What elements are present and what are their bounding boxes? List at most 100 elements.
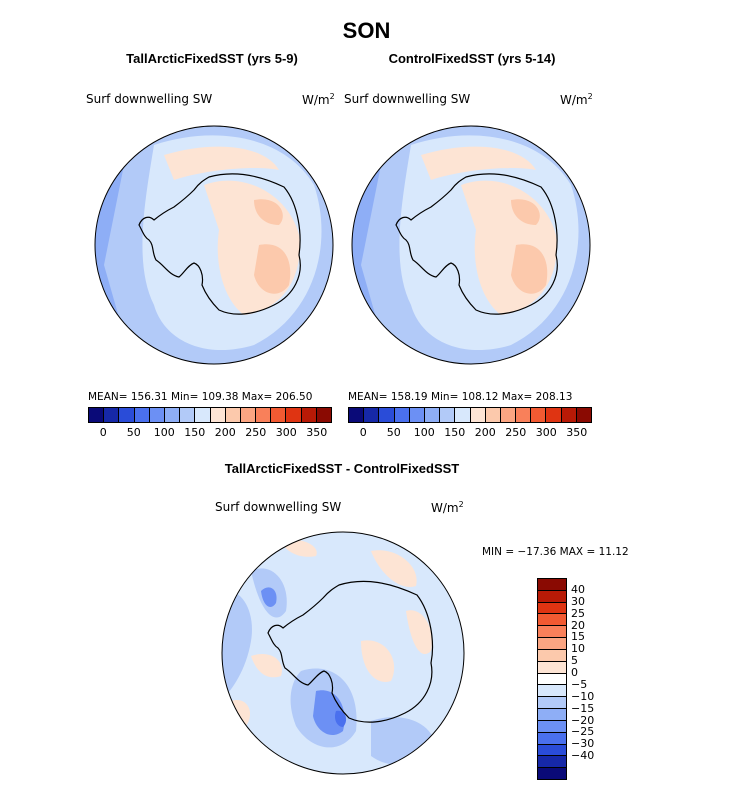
colorbar-tick-label: 0 <box>359 426 367 439</box>
left-variable-label: Surf downwelling SW <box>86 92 213 106</box>
colorbar-swatch <box>538 579 566 591</box>
colorbar-swatch <box>485 408 501 422</box>
diff-polar-map <box>221 531 465 775</box>
colorbar-swatch <box>164 408 181 422</box>
colorbar-swatch <box>210 408 226 422</box>
colorbar-tick-label: 0 <box>571 666 578 680</box>
colorbar-tick-label: 150 <box>184 426 206 439</box>
colorbar-tick-label: 250 <box>245 426 267 439</box>
right-polar-map <box>351 125 591 365</box>
colorbar-swatch <box>89 408 105 422</box>
colorbar-swatch <box>271 408 287 422</box>
right-variable-label: Surf downwelling SW <box>344 92 471 106</box>
colorbar-swatch <box>470 408 486 422</box>
left-stats: MEAN= 156.31 Min= 109.38 Max= 206.50 <box>88 391 313 403</box>
colorbar-tick-label: 15 <box>571 630 585 644</box>
colorbar-tick-label: 25 <box>571 606 585 620</box>
colorbar-swatch <box>538 590 566 603</box>
colorbar-tick-label: 0 <box>99 426 107 439</box>
colorbar-swatch <box>180 408 196 422</box>
colorbar-tick-label: 40 <box>571 582 585 596</box>
colorbar-tick-label: 150 <box>444 426 466 439</box>
colorbar-tick-label: 200 <box>474 426 496 439</box>
colorbar-swatch <box>538 602 566 615</box>
colorbar-swatch <box>349 408 365 422</box>
left-colorbar <box>88 407 332 423</box>
colorbar-tick-label: 30 <box>571 594 585 608</box>
right-colorbar <box>348 407 592 423</box>
left-panel-title: TallArcticFixedSST (yrs 5-9) <box>126 51 298 66</box>
colorbar-swatch <box>455 408 471 422</box>
antarctica-coastline <box>138 173 301 315</box>
colorbar-tick-label: 50 <box>386 426 401 439</box>
colorbar-swatch <box>576 408 591 422</box>
colorbar-tick-label: −30 <box>571 737 595 751</box>
colorbar-swatch <box>500 408 517 422</box>
colorbar-tick-label: 300 <box>535 426 557 439</box>
colorbar-swatch <box>301 408 317 422</box>
colorbar-swatch <box>316 408 331 422</box>
colorbar-tick-label: −10 <box>571 689 595 703</box>
colorbar-swatch <box>225 408 241 422</box>
diff-units-label: W/m2 <box>431 500 464 515</box>
diff-stats: MIN = −17.36 MAX = 11.12 <box>482 546 629 558</box>
diff-colorbar <box>537 578 567 780</box>
colorbar-swatch <box>538 649 566 662</box>
season-title: SON <box>342 18 391 43</box>
colorbar-swatch <box>538 720 566 733</box>
colorbar-swatch <box>538 732 566 745</box>
colorbar-swatch <box>538 626 566 639</box>
left-units-label: W/m2 <box>302 92 335 107</box>
colorbar-swatch <box>538 756 566 769</box>
colorbar-swatch <box>195 408 211 422</box>
colorbar-swatch <box>119 408 135 422</box>
colorbar-swatch <box>538 661 566 674</box>
colorbar-swatch <box>149 408 165 422</box>
left-polar-map <box>94 125 334 365</box>
colorbar-tick-label: 50 <box>126 426 141 439</box>
colorbar-swatch <box>424 408 441 422</box>
colorbar-swatch <box>379 408 395 422</box>
colorbar-swatch <box>538 673 566 686</box>
colorbar-swatch <box>538 614 566 627</box>
colorbar-swatch <box>561 408 577 422</box>
colorbar-swatch <box>286 408 302 422</box>
colorbar-tick-label: 100 <box>413 426 435 439</box>
colorbar-swatch <box>364 408 380 422</box>
colorbar-swatch <box>538 744 566 757</box>
colorbar-tick-label: 250 <box>505 426 527 439</box>
colorbar-swatch <box>104 408 120 422</box>
right-units-label: W/m2 <box>560 92 593 107</box>
diff-colorbar-ticks: 40 30 25 20 15 10 5 0 −5 −10 −15 −20 −25 −30 −40 <box>571 578 611 780</box>
colorbar-swatch <box>538 768 566 780</box>
right-stats: MEAN= 158.19 Min= 108.12 Max= 208.13 <box>348 391 573 403</box>
colorbar-tick-label: 350 <box>306 426 328 439</box>
right-panel-title: ControlFixedSST (yrs 5-14) <box>388 51 556 66</box>
colorbar-tick-label: −15 <box>571 701 595 715</box>
diff-variable-label: Surf downwelling SW <box>215 500 342 514</box>
right-colorbar-ticks: 0 50 100 150 200 250 300 350 <box>348 426 592 440</box>
colorbar-swatch <box>531 408 547 422</box>
colorbar-tick-label: −25 <box>571 725 595 739</box>
colorbar-swatch <box>394 408 410 422</box>
colorbar-tick-label: −40 <box>571 749 595 763</box>
colorbar-swatch <box>538 709 566 721</box>
colorbar-swatch <box>440 408 456 422</box>
colorbar-swatch <box>409 408 425 422</box>
colorbar-swatch <box>256 408 272 422</box>
colorbar-tick-label: 100 <box>153 426 175 439</box>
colorbar-swatch <box>240 408 257 422</box>
colorbar-tick-label: −5 <box>571 677 588 691</box>
colorbar-tick-label: 350 <box>566 426 588 439</box>
left-colorbar-ticks: 0 50 100 150 200 250 300 350 <box>88 426 332 440</box>
colorbar-swatch <box>516 408 532 422</box>
colorbar-swatch <box>538 697 566 710</box>
colorbar-tick-label: 5 <box>571 654 578 668</box>
colorbar-tick-label: 10 <box>571 642 585 656</box>
colorbar-swatch <box>538 638 566 650</box>
colorbar-tick-label: 300 <box>275 426 297 439</box>
colorbar-tick-label: 20 <box>571 618 585 632</box>
colorbar-tick-label: −20 <box>571 713 595 727</box>
colorbar-swatch <box>546 408 562 422</box>
colorbar-swatch <box>134 408 150 422</box>
